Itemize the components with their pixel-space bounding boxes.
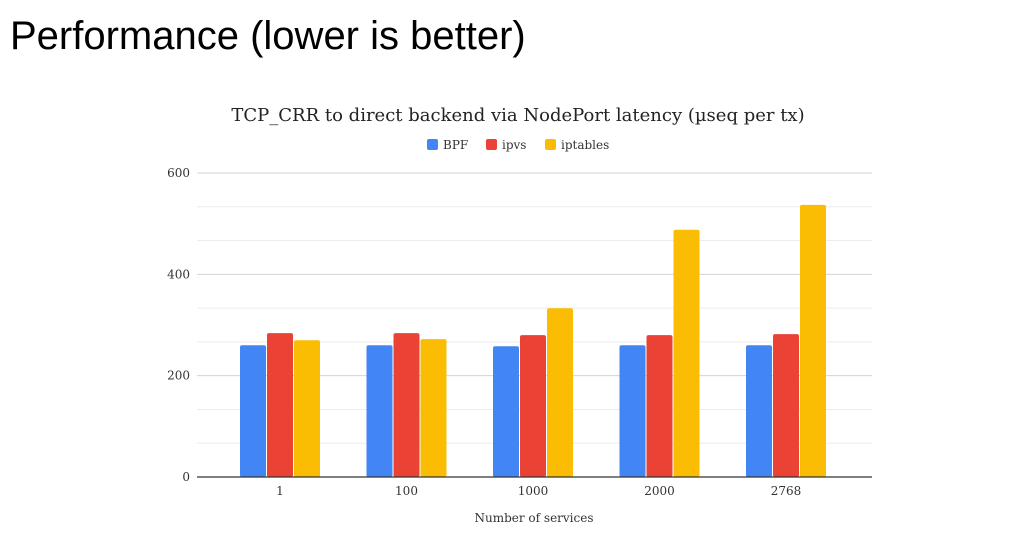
x-tick-label: 100 bbox=[395, 484, 418, 498]
legend-swatch-ipvs bbox=[486, 139, 497, 150]
bar-BPF-2768 bbox=[746, 345, 772, 477]
y-tick-label: 600 bbox=[167, 166, 190, 180]
bar-ipvs-2000 bbox=[646, 335, 673, 477]
bar-iptables-1 bbox=[294, 340, 320, 477]
y-tick-label: 0 bbox=[182, 470, 190, 484]
legend-label-iptables: iptables bbox=[561, 138, 609, 152]
x-tick-label: 2000 bbox=[644, 484, 675, 498]
legend-swatch-BPF bbox=[427, 139, 438, 150]
chart-title: TCP_CRR to direct backend via NodePort l… bbox=[231, 105, 804, 126]
bar-iptables-2768 bbox=[800, 204, 826, 478]
x-tick-label: 2768 bbox=[771, 484, 802, 498]
y-tick-label: 200 bbox=[167, 369, 190, 383]
bar-BPF-1 bbox=[240, 345, 266, 477]
bar-ipvs-100 bbox=[393, 333, 420, 477]
x-tick-label: 1 bbox=[276, 484, 284, 498]
bar-BPF-100 bbox=[366, 345, 393, 477]
bar-ipvs-1000 bbox=[520, 335, 546, 477]
slide-title: Performance (lower is better) bbox=[10, 14, 526, 58]
legend-label-BPF: BPF bbox=[443, 138, 468, 152]
bar-BPF-1000 bbox=[493, 346, 519, 477]
bar-ipvs-2768 bbox=[773, 334, 799, 477]
x-tick-label: 1000 bbox=[518, 484, 549, 498]
y-tick-label: 400 bbox=[167, 267, 190, 281]
bar-iptables-1000 bbox=[547, 308, 573, 477]
legend-swatch-iptables bbox=[545, 139, 556, 150]
bar-iptables-100 bbox=[420, 339, 447, 477]
bar-ipvs-1 bbox=[267, 333, 293, 477]
bar-BPF-2000 bbox=[619, 345, 646, 477]
bar-iptables-2000 bbox=[673, 229, 700, 477]
x-axis-label: Number of services bbox=[474, 511, 593, 525]
legend-label-ipvs: ipvs bbox=[502, 138, 526, 152]
